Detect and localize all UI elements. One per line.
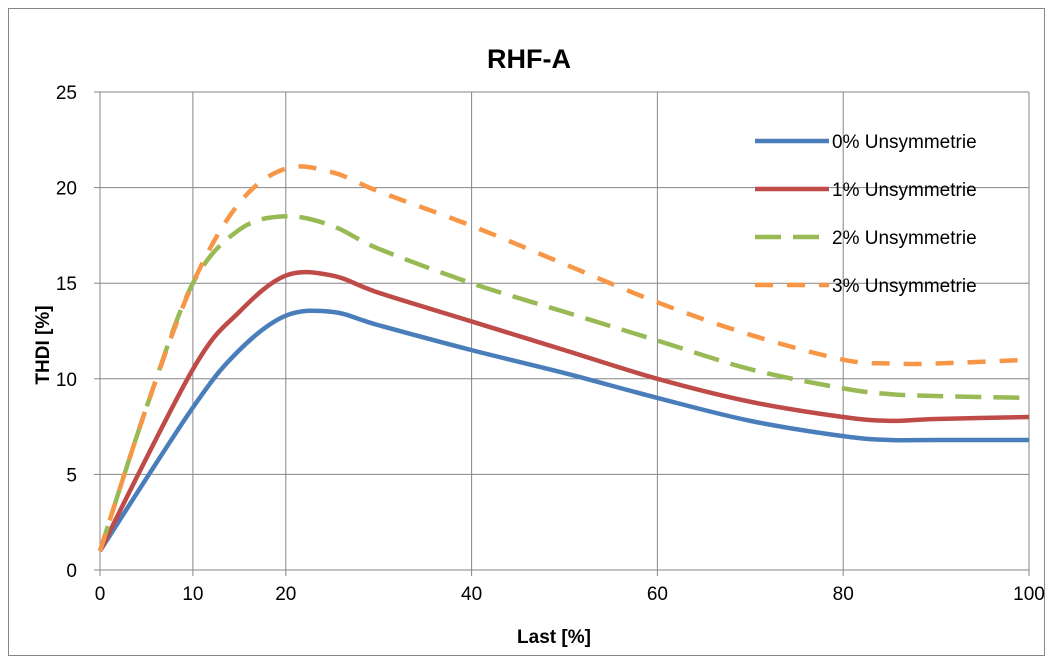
x-tick-label-60: 60: [647, 584, 668, 605]
x-tick-label-80: 80: [833, 584, 854, 605]
axes: [94, 91, 1030, 576]
tick-labels: 0 10 20 40 60 80 100 0 5 10 15 20 25: [56, 83, 1045, 605]
y-tick-label-25: 25: [56, 83, 77, 104]
series-line-0-unsymmetrie: [98, 308, 1029, 553]
y-tick-label-15: 15: [56, 274, 77, 295]
x-tick-label-20: 20: [275, 584, 296, 605]
chart-title: RHF-A: [487, 44, 571, 74]
legend-label-1-unsymmetrie: 1% Unsymmetrie: [832, 180, 977, 201]
x-tick-label-100: 100: [1013, 584, 1045, 605]
x-tick-label-40: 40: [461, 584, 482, 605]
legend-label-3-unsymmetrie: 3% Unsymmetrie: [832, 276, 977, 297]
x-axis-title: Last [%]: [517, 627, 591, 648]
x-tick-label-0: 0: [95, 584, 106, 605]
chart-frame: RHF-A 0 10 20 40 60 80 100 0 5 10 15 20 25 Last [%] …: [8, 8, 1045, 656]
series-line-2-unsymmetrie: [97, 214, 1030, 552]
series-line-1-unsymmetrie: [97, 269, 1030, 552]
y-tick-label-0: 0: [66, 561, 77, 582]
legend-label-2-unsymmetrie: 2% Unsymmetrie: [832, 228, 977, 249]
series-group: [97, 164, 1030, 553]
legend-label-0-unsymmetrie: 0% Unsymmetrie: [832, 132, 977, 153]
legend: 0% Unsymmetrie 1% Unsymmetrie 2% Unsymmetr…: [755, 132, 977, 297]
y-axis-title: THDI [%]: [33, 305, 54, 384]
y-tick-label-20: 20: [56, 179, 77, 200]
grid: [100, 91, 1030, 570]
y-tick-label-10: 10: [56, 370, 77, 391]
chart-border: [8, 8, 1045, 656]
x-tick-label-10: 10: [182, 584, 203, 605]
y-tick-label-5: 5: [66, 465, 77, 486]
